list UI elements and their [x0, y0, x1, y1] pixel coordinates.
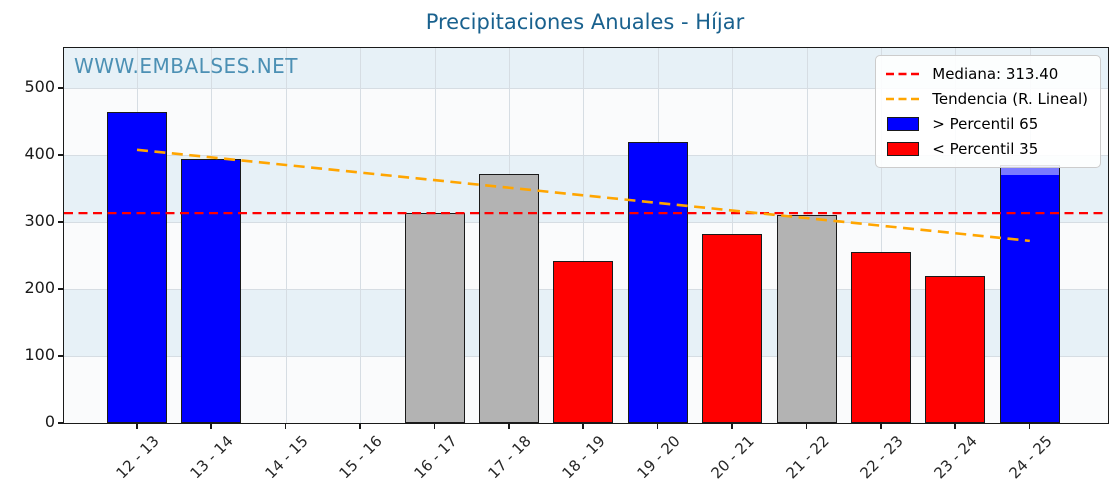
legend-item-label: < Percentil 35 [932, 140, 1039, 158]
legend-dash-swatch [886, 96, 921, 102]
x-axis-tick-mark [582, 424, 584, 429]
x-axis-tick-label: 23 - 24 [930, 432, 982, 483]
y-axis-tick-mark [58, 422, 63, 424]
x-axis-tick-mark [433, 424, 436, 429]
bar-24-25 [999, 164, 1060, 423]
bar-18-19 [553, 260, 614, 423]
x-axis-tick-label: 20 - 21 [707, 432, 758, 483]
y-axis-tick-label: 0 [44, 412, 55, 431]
legend-item-0: Mediana: 313.40 [886, 65, 1088, 83]
x-axis-tick-mark [954, 424, 956, 429]
x-axis-tick-mark [210, 424, 212, 429]
y-axis-tick-label: 500 [24, 77, 55, 97]
bar-17-18 [479, 173, 539, 423]
legend-item-label: > Percentil 65 [932, 115, 1039, 133]
bar-20-21 [702, 233, 763, 423]
legend-patch-swatch [886, 117, 920, 131]
y-axis-tick-mark [58, 355, 63, 357]
x-axis-tick-mark [805, 424, 808, 429]
y-axis-tick-mark [58, 221, 63, 223]
x-axis-tick-label: 16 - 17 [410, 432, 461, 483]
x-axis-tick-label: 17 - 18 [484, 432, 535, 483]
x-axis-tick-mark [731, 424, 733, 429]
x-axis-tick-mark [136, 424, 138, 429]
legend-item-1: Tendencia (R. Lineal) [886, 90, 1088, 108]
bar-23-24 [925, 276, 986, 423]
page-title: Precipitaciones Anuales - Híjar [425, 10, 745, 34]
legend-item-label: Tendencia (R. Lineal) [932, 90, 1088, 108]
x-gridline [285, 48, 287, 423]
y-axis-tick-label: 400 [24, 144, 55, 164]
chart-plot-area: WWW.EMBALSES.NET Mediana: 313.40 Tendenci… [63, 47, 1109, 424]
y-axis-tick-mark [58, 154, 63, 156]
x-axis-tick-mark [284, 424, 287, 429]
bar-16-17 [404, 213, 465, 423]
bar-22-23 [851, 251, 911, 423]
x-axis-tick-label: 12 - 13 [112, 432, 163, 483]
x-axis-tick-label: 14 - 15 [261, 432, 312, 483]
y-axis-tick-mark [58, 87, 63, 89]
x-axis-tick-label: 13 - 14 [186, 432, 238, 483]
y-axis-tick-label: 200 [24, 278, 55, 298]
bar-12-13 [107, 111, 167, 423]
x-axis-tick-mark [880, 424, 882, 429]
x-axis-tick-label: 15 - 16 [335, 432, 386, 483]
x-gridline [360, 48, 362, 423]
x-axis-tick-label: 22 - 23 [856, 432, 907, 483]
y-gridline [64, 88, 1108, 90]
x-axis-tick-mark [656, 424, 659, 429]
x-axis-tick-mark [1028, 424, 1031, 429]
x-axis-tick-label: 24 - 25 [1005, 432, 1056, 483]
y-axis-tick-label: 100 [24, 345, 55, 365]
legend-dash-swatch [886, 71, 921, 77]
x-axis-tick-label: 21 - 22 [782, 432, 833, 483]
y-axis-tick-mark [58, 288, 63, 290]
legend-item-3: < Percentil 35 [886, 140, 1088, 158]
legend-patch-swatch [886, 142, 920, 156]
watermark-text: WWW.EMBALSES.NET [74, 54, 299, 78]
bar-21-22 [776, 214, 837, 423]
legend-item-label: Mediana: 313.40 [932, 65, 1059, 83]
bar-13-14 [181, 158, 242, 423]
x-axis-tick-label: 18 - 19 [558, 432, 610, 483]
chart-legend: Mediana: 313.40 Tendencia (R. Lineal) > Pe… [875, 55, 1101, 168]
x-axis-tick-mark [508, 424, 510, 429]
y-axis-tick-label: 300 [24, 211, 55, 231]
legend-item-2: > Percentil 65 [886, 115, 1088, 133]
x-axis-tick-mark [359, 424, 361, 429]
x-axis-tick-label: 19 - 20 [633, 432, 684, 483]
bar-19-20 [627, 141, 688, 423]
